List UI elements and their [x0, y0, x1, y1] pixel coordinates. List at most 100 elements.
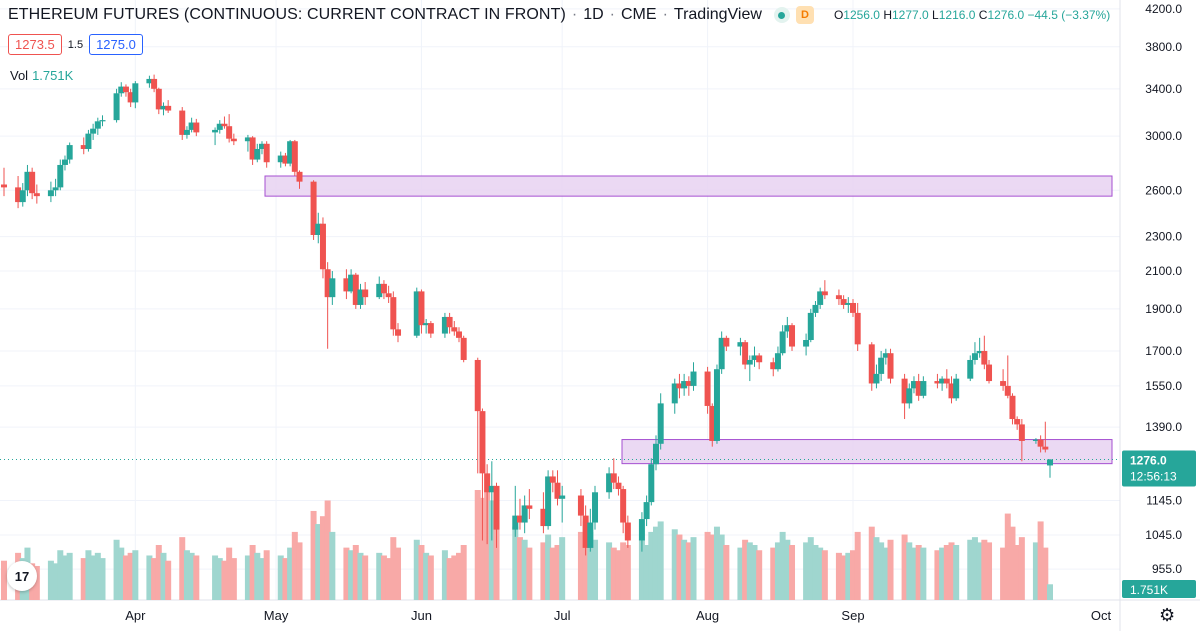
candle-body	[784, 325, 791, 332]
candle-body	[446, 316, 453, 328]
volume-bar	[1004, 513, 1011, 600]
candle-body	[981, 350, 988, 365]
volume-bar	[971, 537, 978, 600]
candle-body	[291, 141, 298, 172]
volume-bar	[803, 542, 810, 600]
candle-body	[971, 353, 978, 360]
volume-bar	[455, 552, 462, 600]
y-tick-label: 2600.0	[1145, 183, 1182, 197]
candle-body	[315, 223, 322, 236]
volume-bar	[671, 529, 678, 600]
candle-body	[249, 137, 256, 160]
volume-bar	[33, 565, 40, 600]
y-tick-label: 1390.0	[1145, 420, 1182, 434]
candle-body	[676, 383, 683, 389]
candle-body	[615, 482, 622, 490]
candle-body	[165, 105, 172, 111]
volume-bar	[967, 539, 974, 600]
candle-body	[427, 323, 434, 334]
candle-body	[226, 126, 233, 139]
volume-bar	[934, 550, 941, 600]
candle-body	[610, 473, 617, 483]
volume-bar	[953, 545, 960, 600]
candle-body	[939, 378, 946, 384]
legend-separator: ·	[571, 6, 578, 23]
volume-bar	[1032, 542, 1039, 600]
volume-bar	[183, 550, 190, 600]
candle-body	[638, 519, 645, 541]
candle-body	[559, 495, 566, 499]
candle-body	[118, 86, 125, 94]
candle-body	[493, 485, 500, 530]
volume-bar	[751, 545, 758, 600]
delay-badge[interactable]: D	[795, 6, 814, 24]
candle-body	[526, 505, 533, 509]
interval-label[interactable]: 1D	[583, 6, 604, 23]
candle-body	[151, 78, 158, 89]
candle-body	[488, 485, 495, 493]
candle-body	[193, 122, 200, 133]
volume-bar	[488, 500, 495, 600]
volume-bar	[146, 555, 153, 600]
candle-body	[80, 145, 87, 149]
volume-bar	[160, 552, 167, 600]
volume-bar	[849, 550, 856, 600]
y-tick-label: 2100.0	[1145, 264, 1182, 278]
candle-body	[155, 88, 162, 110]
candle-body	[212, 129, 219, 133]
volume-bar	[817, 547, 824, 600]
tradingview-logo[interactable]: 17	[7, 561, 37, 591]
volume-bar	[920, 547, 927, 600]
volume-bar	[554, 545, 561, 600]
candle-body	[803, 340, 810, 347]
candle-body	[455, 331, 462, 338]
last-price-tag	[1122, 450, 1196, 487]
volume-bar	[910, 547, 917, 600]
volume-bar	[526, 547, 533, 600]
buy-button[interactable]: 1275.0	[89, 34, 143, 55]
volume-bar	[99, 558, 106, 600]
volume-bar	[460, 545, 467, 600]
volume-bar	[390, 537, 397, 600]
close-value: 1276.0	[987, 8, 1025, 22]
symbol-title[interactable]: ETHEREUM FUTURES (CONTINUOUS: CURRENT CO…	[8, 6, 566, 23]
volume-bar	[221, 560, 228, 600]
candle-body	[1032, 439, 1039, 441]
candle-body	[592, 492, 599, 523]
candle-body	[418, 291, 425, 326]
visibility-icon[interactable]	[773, 7, 790, 23]
candle-body	[756, 355, 763, 363]
open-label: O	[833, 8, 844, 22]
volume-bar	[545, 534, 552, 600]
candle-body	[737, 342, 744, 347]
volume-bar	[540, 542, 547, 600]
volume-bar	[582, 521, 589, 600]
volume-bar	[376, 552, 383, 600]
candle-body	[967, 359, 974, 379]
volume-bar	[854, 531, 861, 600]
source-label: TradingView	[673, 6, 762, 23]
candle-body	[230, 138, 237, 142]
candle-body	[221, 123, 228, 127]
volume-bar	[291, 531, 298, 600]
candle-body	[545, 476, 552, 527]
candle-body	[1, 184, 7, 188]
volume-bar	[226, 547, 233, 600]
volume-bar	[188, 552, 195, 600]
sell-button[interactable]: 1273.5	[8, 34, 62, 55]
volume-bar	[348, 550, 355, 600]
candle-body	[934, 381, 941, 384]
candle-body	[681, 381, 688, 389]
volume-bar	[329, 531, 336, 600]
spread-value: 1.5	[67, 38, 84, 51]
candle-body	[61, 159, 68, 165]
gear-icon[interactable]: ⚙	[1159, 605, 1176, 625]
candle-body	[906, 388, 913, 404]
volume-bar	[296, 542, 303, 600]
volume-bar	[118, 547, 125, 600]
volume-bar	[127, 552, 134, 600]
volume-bar	[845, 552, 852, 600]
volume-bar	[676, 534, 683, 600]
